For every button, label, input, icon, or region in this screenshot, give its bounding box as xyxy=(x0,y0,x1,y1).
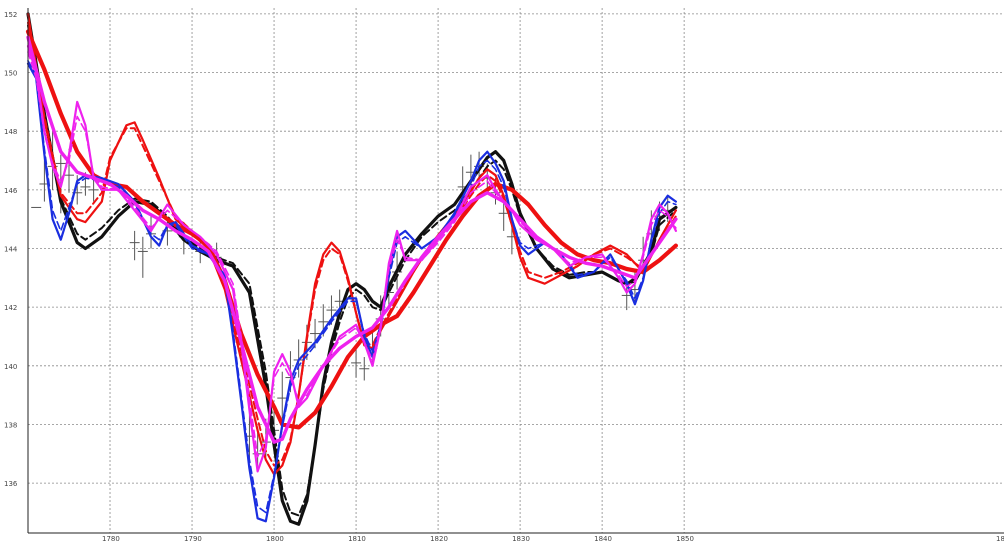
y-tick-label: 152 xyxy=(4,11,17,19)
x-tick-label: 1830 xyxy=(512,535,530,543)
y-tick-label: 140 xyxy=(4,363,17,371)
series-line-5 xyxy=(27,21,677,467)
series-lines xyxy=(25,12,678,526)
x-tick-label: 1790 xyxy=(184,535,202,543)
y-tick-label: 142 xyxy=(4,304,17,312)
x-tick-label: 1780 xyxy=(102,535,120,543)
x-tick-label: 1820 xyxy=(430,535,448,543)
y-tick-label: 138 xyxy=(4,421,17,429)
grid-lines xyxy=(28,8,1004,533)
plot-background xyxy=(28,8,1004,533)
y-tick-label: 136 xyxy=(4,480,18,488)
y-tick-label: 144 xyxy=(4,246,18,254)
x-tick-label: 1800 xyxy=(266,535,284,543)
y-tick-label: 146 xyxy=(4,187,18,195)
x-tick-label: 1850 xyxy=(676,535,694,543)
series-line-10 xyxy=(26,35,678,444)
y-tick-label: 150 xyxy=(4,70,17,78)
series-line-3 xyxy=(25,29,678,430)
x-tick-label: 1840 xyxy=(594,535,612,543)
axes: 152 150 148 146 144 142 140 138 136 1780 1790 1800 1… xyxy=(4,8,1004,543)
series-line-4 xyxy=(26,12,677,476)
y-tick-label: 148 xyxy=(4,128,17,136)
x-tick-label: 1810 xyxy=(348,535,366,543)
x-tick-label: 18 xyxy=(996,535,1004,543)
